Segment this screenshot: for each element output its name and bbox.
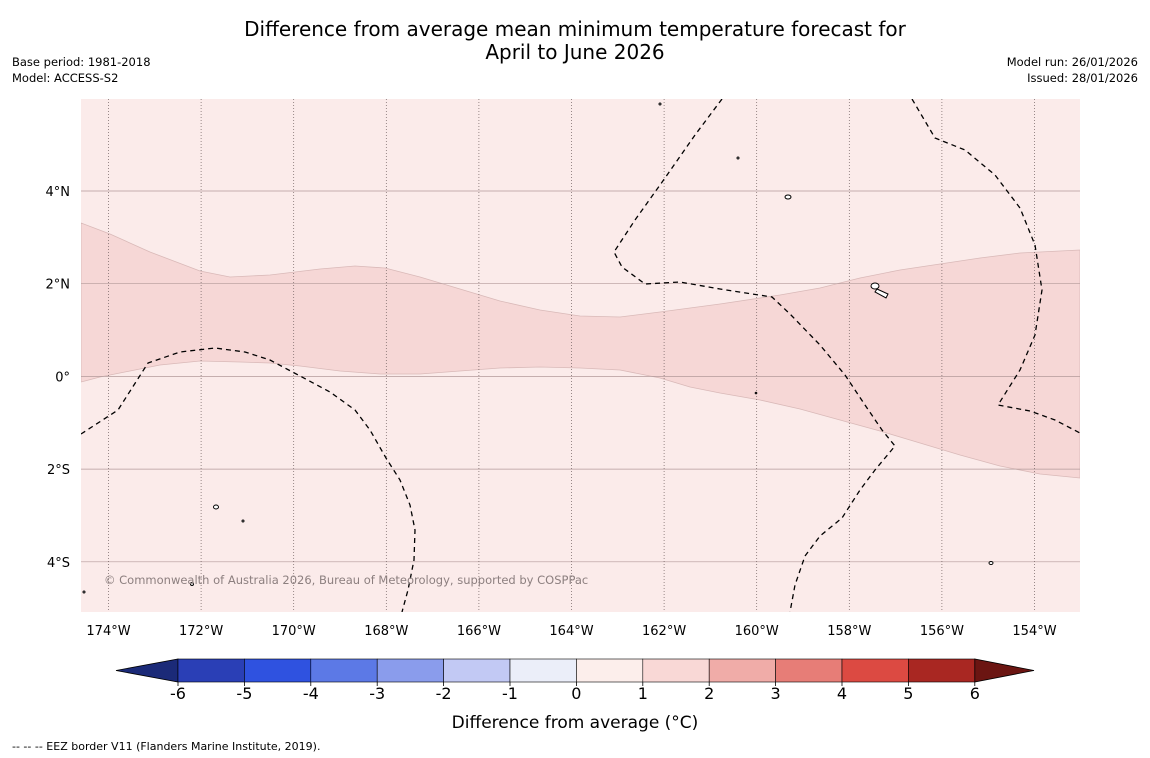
latitude-labels: 4°N 2°N 0° 2°S 4°S <box>46 185 71 571</box>
longitude-label: 174°W <box>86 624 130 639</box>
colorbar-tick-label: 2 <box>704 684 714 703</box>
eez-border-line <box>613 99 896 612</box>
issued-date: Issued: 28/01/2026 <box>1027 71 1138 85</box>
colorbar-segment <box>642 658 710 683</box>
island <box>736 156 740 160</box>
colorbar-label: Difference from average (°C) <box>452 713 699 733</box>
model-name: Model: ACCESS-S2 <box>12 71 119 85</box>
eez-border-line <box>81 347 416 612</box>
colorbar-segment <box>708 658 776 683</box>
longitude-label: 154°W <box>1012 624 1056 639</box>
colorbar-tick-label: -2 <box>436 684 452 703</box>
colorbar-tick-label: -1 <box>502 684 518 703</box>
island <box>870 282 880 290</box>
colorbar-segment <box>376 658 444 683</box>
island <box>754 391 758 395</box>
colorbar-tick-label: -4 <box>303 684 319 703</box>
longitude-label: 162°W <box>642 624 686 639</box>
colorbar-segment <box>443 658 511 683</box>
colorbar-segment <box>244 658 312 683</box>
title-line-1: Difference from average mean minimum tem… <box>244 17 906 41</box>
island <box>241 519 245 523</box>
colorbar-segment <box>908 658 976 683</box>
anomaly-zone-1-2 <box>81 222 1080 479</box>
model-run-date: Model run: 26/01/2026 <box>1006 55 1138 69</box>
colorbar-segment <box>509 658 577 683</box>
colorbar-extend-low <box>115 658 179 683</box>
eez-legend: -- -- -- EEZ border V11 (Flanders Marine… <box>12 740 321 753</box>
colorbar-tick-label: 6 <box>970 684 980 703</box>
latitude-label: 0° <box>55 370 70 385</box>
graticule <box>81 99 1080 612</box>
model-info: Base period: 1981-2018 Model: ACCESS-S2 <box>12 54 151 86</box>
longitude-label: 166°W <box>457 624 501 639</box>
colorbar-segment <box>841 658 909 683</box>
island <box>784 194 792 200</box>
longitude-labels: 174°W 172°W 170°W 168°W 166°W 164°W 162°W 160°W… <box>86 624 1056 639</box>
island <box>988 561 994 565</box>
island <box>190 582 194 586</box>
colorbar: -6 -5 -4 -3 -2 -1 0 1 2 3 4 5 6 <box>115 658 1035 703</box>
longitude-label: 158°W <box>827 624 871 639</box>
eez-border-line <box>911 99 1080 434</box>
colorbar-tick-label: -3 <box>369 684 385 703</box>
longitude-label: 170°W <box>272 624 316 639</box>
longitude-label: 160°W <box>735 624 779 639</box>
map-title: Difference from average mean minimum tem… <box>0 18 1150 64</box>
copyright-note: © Commonwealth of Australia 2026, Bureau… <box>104 573 588 587</box>
eez-borders <box>81 99 1080 612</box>
colorbar-segment <box>177 658 245 683</box>
run-info: Model run: 26/01/2026 Issued: 28/01/2026 <box>1007 54 1138 86</box>
colorbar-extend-high <box>974 658 1035 683</box>
colorbar-tick-label: 4 <box>837 684 847 703</box>
longitude-label: 164°W <box>549 624 593 639</box>
latitude-label: 4°S <box>47 556 70 571</box>
latitude-label: 2°S <box>47 463 70 478</box>
base-period: Base period: 1981-2018 <box>12 55 151 69</box>
latitude-label: 2°N <box>46 278 71 293</box>
colorbar-tick-label: 0 <box>571 684 581 703</box>
title-line-2: April to June 2026 <box>485 40 665 64</box>
latitude-label: 4°N <box>46 185 71 200</box>
colorbar-tick-label: -5 <box>236 684 252 703</box>
islands <box>82 102 994 594</box>
colorbar-segment <box>310 658 378 683</box>
island <box>874 288 889 299</box>
colorbar-tick-label: 1 <box>638 684 648 703</box>
colorbar-segment <box>576 658 644 683</box>
island <box>82 590 86 594</box>
colorbar-tick-label: 5 <box>903 684 913 703</box>
island <box>213 504 219 510</box>
colorbar-tick-label: 3 <box>771 684 781 703</box>
longitude-label: 156°W <box>920 624 964 639</box>
longitude-label: 172°W <box>179 624 223 639</box>
colorbar-segment <box>775 658 843 683</box>
longitude-label: 168°W <box>364 624 408 639</box>
colorbar-tick-label: -6 <box>170 684 186 703</box>
map-area: © Commonwealth of Australia 2026, Bureau… <box>81 99 1080 612</box>
island <box>658 102 662 106</box>
